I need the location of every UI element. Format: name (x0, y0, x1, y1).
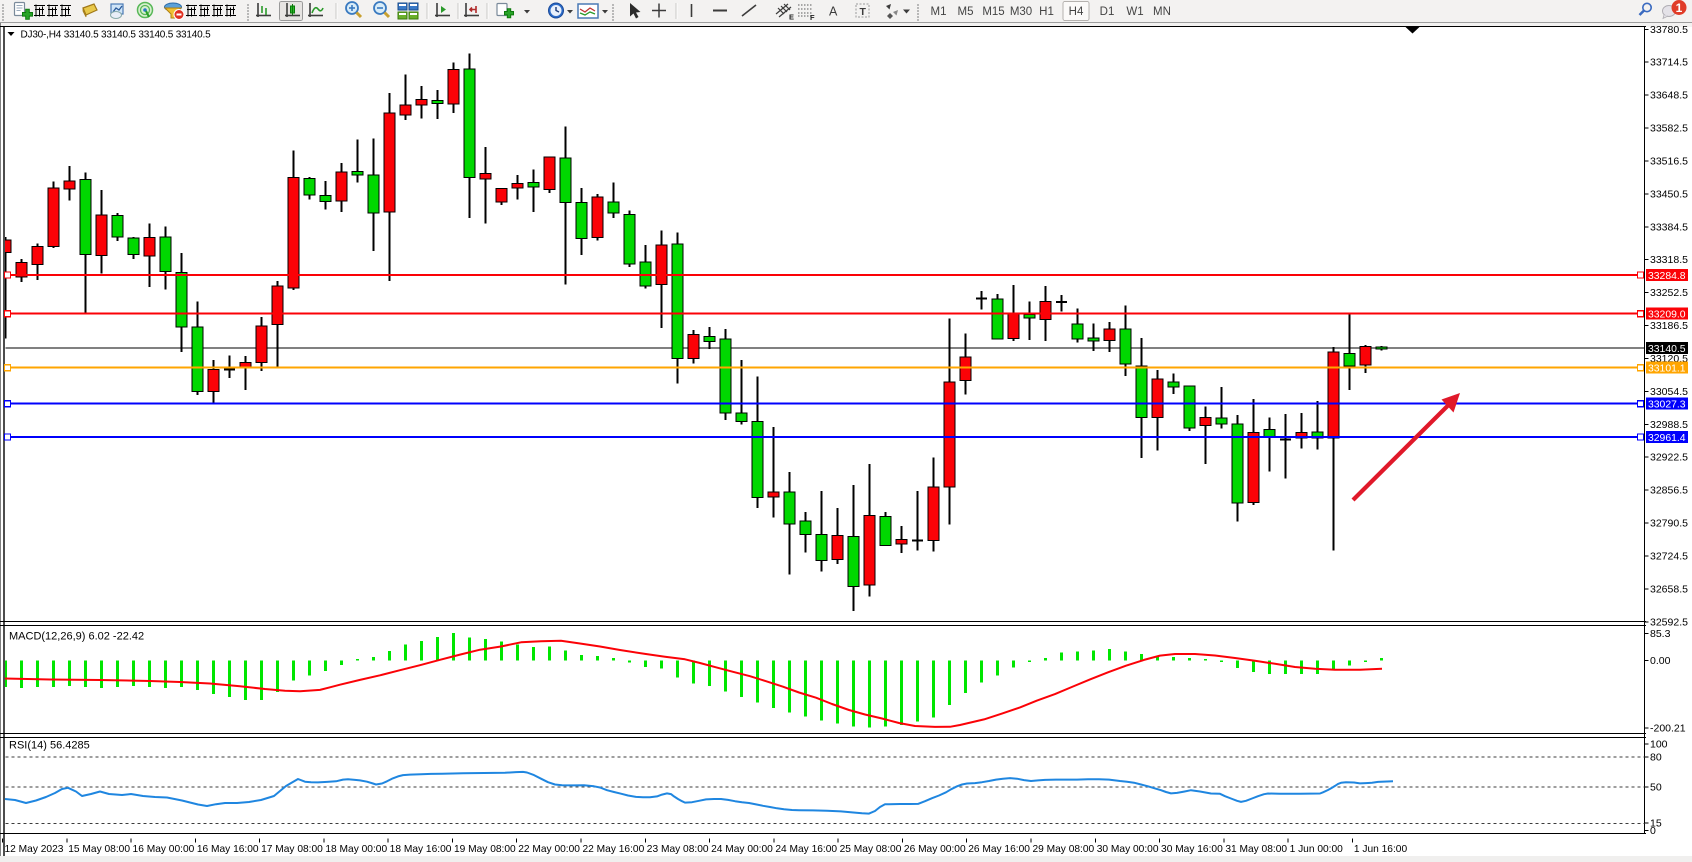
svg-text:M15: M15 (982, 6, 1004, 18)
svg-text:A: A (829, 5, 838, 19)
svg-text:32922.5: 32922.5 (1650, 452, 1688, 464)
svg-text:1 Jun 16:00: 1 Jun 16:00 (1354, 844, 1408, 855)
svg-text:33054.5: 33054.5 (1650, 386, 1688, 398)
svg-text:33252.5: 33252.5 (1650, 287, 1688, 299)
svg-text:M5: M5 (958, 6, 974, 18)
svg-text:30 May 00:00: 30 May 00:00 (1097, 844, 1159, 855)
svg-text:15 May 08:00: 15 May 08:00 (68, 844, 130, 855)
svg-text:RSI(14) 56.4285: RSI(14) 56.4285 (9, 740, 90, 752)
svg-text:19 May 08:00: 19 May 08:00 (454, 844, 516, 855)
svg-text:18 May 16:00: 18 May 16:00 (390, 844, 452, 855)
svg-text:24 May 00:00: 24 May 00:00 (711, 844, 773, 855)
svg-text:E: E (789, 13, 794, 22)
svg-text:M1: M1 (931, 6, 947, 18)
svg-text:F: F (810, 13, 815, 22)
svg-text:MN: MN (1153, 6, 1171, 18)
svg-text:17 May 08:00: 17 May 08:00 (261, 844, 323, 855)
svg-text:26 May 00:00: 26 May 00:00 (904, 844, 966, 855)
svg-text:32724.5: 32724.5 (1650, 550, 1688, 562)
svg-text:32658.5: 32658.5 (1650, 583, 1688, 595)
svg-text:33780.5: 33780.5 (1650, 24, 1688, 36)
svg-text:85.3: 85.3 (1650, 628, 1671, 640)
svg-text:26 May 16:00: 26 May 16:00 (968, 844, 1030, 855)
svg-text:22 May 16:00: 22 May 16:00 (583, 844, 645, 855)
svg-text:32988.5: 32988.5 (1650, 419, 1688, 431)
svg-text:M30: M30 (1010, 6, 1032, 18)
svg-text:25 May 08:00: 25 May 08:00 (840, 844, 902, 855)
svg-text:29 May 08:00: 29 May 08:00 (1032, 844, 1094, 855)
svg-text:16 May 16:00: 16 May 16:00 (197, 844, 259, 855)
svg-text:100: 100 (1650, 739, 1668, 751)
svg-text:32961.4: 32961.4 (1648, 433, 1686, 444)
svg-text:23 May 08:00: 23 May 08:00 (647, 844, 709, 855)
svg-text:33450.5: 33450.5 (1650, 188, 1688, 200)
svg-text:1 Jun 00:00: 1 Jun 00:00 (1290, 844, 1344, 855)
svg-text:H1: H1 (1039, 6, 1054, 18)
svg-text:MACD(12,26,9) 6.02 -22.42: MACD(12,26,9) 6.02 -22.42 (9, 631, 144, 643)
svg-text:33209.0: 33209.0 (1648, 309, 1686, 320)
svg-text:16 May 00:00: 16 May 00:00 (133, 844, 195, 855)
svg-text:12 May 2023: 12 May 2023 (5, 844, 64, 855)
svg-text:1: 1 (1676, 1, 1683, 15)
svg-text:33714.5: 33714.5 (1650, 57, 1688, 69)
svg-text:0.00: 0.00 (1650, 655, 1671, 667)
svg-text:0: 0 (1650, 825, 1656, 837)
svg-text:32790.5: 32790.5 (1650, 518, 1688, 530)
svg-text:W1: W1 (1126, 6, 1143, 18)
svg-text:33582.5: 33582.5 (1650, 123, 1688, 135)
svg-text:30 May 16:00: 30 May 16:00 (1161, 844, 1223, 855)
svg-text:D1: D1 (1100, 6, 1115, 18)
svg-text:31 May 08:00: 31 May 08:00 (1225, 844, 1287, 855)
svg-text:33140.5: 33140.5 (1648, 344, 1686, 355)
svg-text:33027.3: 33027.3 (1648, 399, 1686, 410)
svg-text:33318.5: 33318.5 (1650, 254, 1688, 266)
svg-text:33384.5: 33384.5 (1650, 221, 1688, 233)
svg-text:33186.5: 33186.5 (1650, 320, 1688, 332)
svg-text:T: T (860, 6, 867, 18)
svg-text:33284.8: 33284.8 (1648, 271, 1686, 282)
svg-text:80: 80 (1650, 752, 1662, 764)
svg-text:15: 15 (1650, 818, 1662, 830)
svg-text:H4: H4 (1069, 6, 1084, 18)
svg-text:22 May 00:00: 22 May 00:00 (518, 844, 580, 855)
svg-text:32856.5: 32856.5 (1650, 485, 1688, 497)
svg-text:50: 50 (1650, 782, 1662, 794)
svg-text:33648.5: 33648.5 (1650, 90, 1688, 102)
svg-text:33516.5: 33516.5 (1650, 155, 1688, 167)
svg-text:24 May 16:00: 24 May 16:00 (775, 844, 837, 855)
svg-text:18 May 00:00: 18 May 00:00 (325, 844, 387, 855)
svg-text:32592.5: 32592.5 (1650, 616, 1688, 628)
svg-text:-200.21: -200.21 (1650, 722, 1686, 734)
svg-text:DJ30-,H4 33140.5 33140.5 3314: DJ30-,H4 33140.5 33140.5 33140.5 33140.5 (21, 29, 212, 40)
svg-text:33101.1: 33101.1 (1648, 363, 1686, 374)
